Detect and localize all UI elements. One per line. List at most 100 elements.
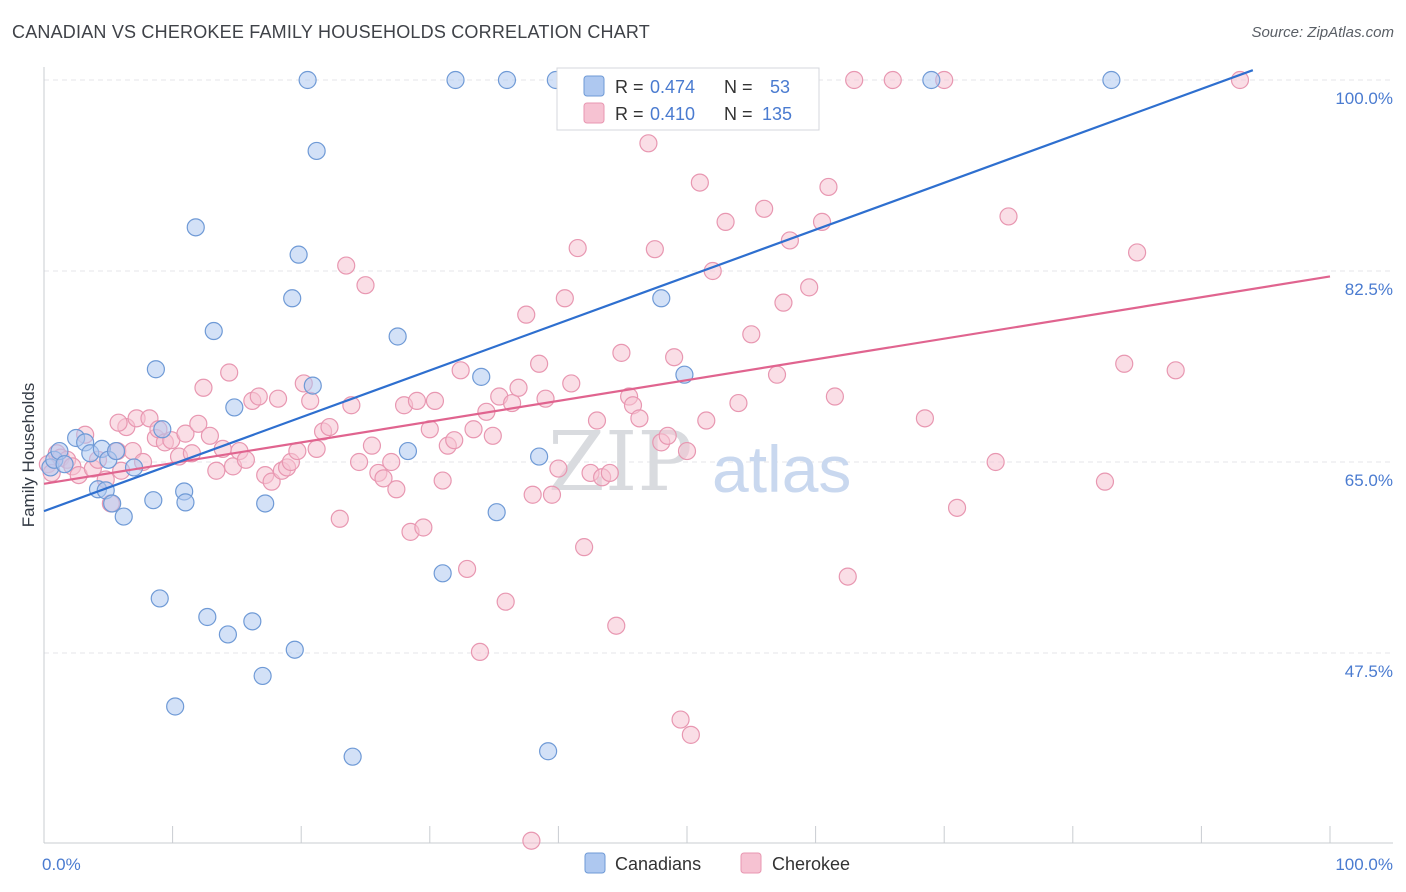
y-tick-labels: 47.5% 65.0% 82.5% 100.0% <box>1335 89 1393 681</box>
cherokee-point-93 <box>612 343 631 362</box>
canadians-point-36 <box>398 441 418 461</box>
canadians-point-26 <box>253 666 272 686</box>
canadians-point-30 <box>289 245 308 264</box>
cherokee-point-100 <box>658 426 677 445</box>
chart-title: CANADIAN VS CHEROKEE FAMILY HOUSEHOLDS C… <box>12 22 650 42</box>
legend-r-value-cherokee: 0.410 <box>650 104 695 124</box>
cherokee-point-57 <box>382 452 401 472</box>
cherokee-point-125 <box>986 452 1005 472</box>
cherokee-point-34 <box>236 450 256 469</box>
trendlines <box>43 69 1331 513</box>
cherokee-point-86 <box>568 238 587 258</box>
cherokee-point-129 <box>1127 243 1147 262</box>
cherokee-point-68 <box>451 361 470 380</box>
stats-legend: R = 0.474 N = 53 R = 0.410 N = 135 <box>556 67 820 131</box>
cherokee-point-48 <box>320 417 339 437</box>
cherokee-point-31 <box>220 363 239 382</box>
canadians-point-29 <box>285 640 304 659</box>
cherokee-point-91 <box>600 463 619 483</box>
canadians-points <box>41 70 1121 766</box>
cherokee-point-119 <box>838 567 857 586</box>
cherokee-point-128 <box>1115 354 1134 373</box>
x-tick-label-max: 100.0% <box>1335 855 1393 874</box>
canadians-point-31 <box>298 70 317 90</box>
cherokee-point-70 <box>464 420 483 439</box>
cherokee-point-75 <box>496 592 515 611</box>
series-legend-swatch-canadians[interactable] <box>584 852 606 874</box>
cherokee-point-92 <box>607 616 626 635</box>
cherokee-point-53 <box>356 276 375 295</box>
cherokee-point-65 <box>433 471 452 490</box>
canadians-point-22 <box>204 321 223 341</box>
legend-n-value-canadians: 53 <box>770 77 790 97</box>
legend-swatch-cherokee <box>583 102 605 124</box>
series-legend: Canadians Cherokee <box>584 852 850 874</box>
cherokee-point-24 <box>176 424 195 443</box>
legend-n-label-canadians: N = <box>724 77 753 97</box>
canadians-point-38 <box>446 70 465 90</box>
x-tick-label-min: 0.0% <box>42 855 81 874</box>
cherokee-point-106 <box>697 411 716 430</box>
cherokee-point-97 <box>639 134 658 153</box>
series-legend-label-cherokee[interactable]: Cherokee <box>772 854 850 874</box>
cherokee-point-132 <box>522 831 541 850</box>
cherokee-point-46 <box>307 439 326 459</box>
cherokee-point-84 <box>555 289 574 308</box>
canadians-point-27 <box>256 494 275 513</box>
cherokee-point-124 <box>947 498 967 517</box>
cherokee-point-109 <box>729 393 748 413</box>
cherokee-point-120 <box>845 70 864 90</box>
canadians-point-33 <box>307 141 326 161</box>
canadians-point-19 <box>176 493 195 512</box>
canadians-point-42 <box>530 447 549 466</box>
canadians-trendline <box>43 69 1254 513</box>
cherokee-point-102 <box>671 710 690 729</box>
cherokee-point-79 <box>523 485 542 504</box>
canadians-point-35 <box>388 327 407 346</box>
canadians-point-3 <box>55 455 74 474</box>
canadians-point-32 <box>303 376 322 395</box>
cherokee-point-62 <box>414 518 433 537</box>
cherokee-point-115 <box>800 278 819 297</box>
grid-lines <box>44 79 1393 654</box>
source-label: Source: ZipAtlas.com <box>1251 24 1394 41</box>
legend-n-label-cherokee: N = <box>724 104 753 124</box>
cherokee-point-49 <box>330 509 349 528</box>
series-legend-swatch-cherokee[interactable] <box>740 852 762 874</box>
cherokee-point-36 <box>249 387 268 406</box>
cherokee-point-64 <box>425 391 445 410</box>
cherokee-point-26 <box>189 414 208 433</box>
cherokee-point-127 <box>1095 472 1115 491</box>
cherokee-point-29 <box>207 461 226 480</box>
cherokee-point-78 <box>517 305 536 324</box>
canadians-point-39 <box>472 367 491 386</box>
cherokee-point-134 <box>109 413 128 432</box>
cherokee-point-122 <box>915 409 935 428</box>
cherokee-point-103 <box>677 441 697 461</box>
cherokee-point-69 <box>457 559 477 579</box>
legend-r-label-cherokee: R = <box>615 104 644 124</box>
cherokee-point-112 <box>767 365 787 384</box>
cherokee-point-87 <box>575 538 594 557</box>
y-axis-label: Family Households <box>19 383 38 528</box>
watermark-atlas: atlas <box>712 432 851 506</box>
cherokee-point-52 <box>349 452 369 472</box>
canadians-point-46 <box>652 289 671 308</box>
cherokee-point-67 <box>445 431 464 450</box>
cherokee-point-111 <box>755 199 774 218</box>
cherokee-point-121 <box>883 70 902 90</box>
y-tick-label-1: 65.0% <box>1345 471 1393 490</box>
canadians-point-20 <box>186 218 205 237</box>
cherokee-point-96 <box>630 409 649 428</box>
cherokee-point-43 <box>288 441 307 461</box>
cherokee-point-28 <box>200 426 219 445</box>
cherokee-point-98 <box>645 240 664 259</box>
canadians-point-41 <box>497 70 517 90</box>
canadians-point-23 <box>218 625 237 644</box>
cherokee-point-85 <box>562 374 581 393</box>
series-legend-label-canadians[interactable]: Canadians <box>615 854 701 874</box>
canadians-point-51 <box>150 589 169 608</box>
canadians-point-52 <box>166 697 185 716</box>
legend-n-value-cherokee: 135 <box>762 104 792 124</box>
cherokee-point-117 <box>819 177 838 197</box>
